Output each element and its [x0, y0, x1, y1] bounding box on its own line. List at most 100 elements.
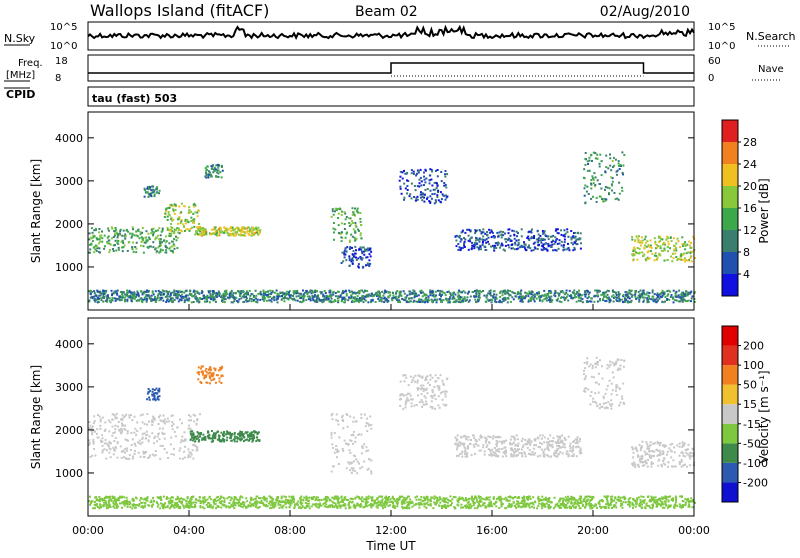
power-echo: [112, 300, 114, 302]
power-echo: [593, 295, 595, 297]
power-echo: [469, 238, 471, 240]
velocity-echo: [563, 444, 565, 446]
power-echo: [497, 244, 499, 246]
power-echo: [256, 230, 258, 232]
velocity-echo: [187, 456, 189, 458]
power-echo: [454, 294, 456, 296]
power-echo: [619, 193, 621, 195]
power-echo: [411, 297, 413, 299]
power-echo: [399, 176, 401, 178]
power-echo: [258, 233, 260, 235]
power-echo: [367, 263, 369, 265]
velocity-echo: [552, 446, 554, 448]
power-echo: [623, 154, 625, 156]
power-echo: [415, 189, 417, 191]
power-echo: [209, 301, 211, 303]
power-echo: [198, 223, 200, 225]
power-echo: [647, 300, 649, 302]
velocity-echo: [142, 437, 144, 439]
power-echo: [648, 250, 650, 252]
power-echo: [629, 297, 631, 299]
power-echo: [678, 290, 680, 292]
power-echo: [238, 291, 240, 293]
velocity-echo: [246, 439, 248, 441]
velocity-echo: [214, 434, 216, 436]
velocity-echo: [492, 438, 494, 440]
velocity-echo: [592, 365, 594, 367]
power-echo: [117, 290, 119, 292]
velocity-echo: [596, 357, 598, 359]
velocity-echo: [474, 507, 476, 509]
velocity-echo: [572, 441, 574, 443]
power-echo: [508, 232, 510, 234]
velocity-echo: [440, 392, 442, 394]
power-echo: [542, 230, 544, 232]
power-echo: [531, 298, 533, 300]
velocity-echo: [144, 451, 146, 453]
velocity-echo: [641, 445, 643, 447]
velocity-echo: [189, 451, 191, 453]
power-echo: [580, 248, 582, 250]
velocity-echo: [108, 419, 110, 421]
velocity-echo: [159, 458, 161, 460]
velocity-echo: [90, 456, 92, 458]
power-echo: [368, 259, 370, 261]
power-echo: [357, 299, 359, 301]
power-echo: [398, 301, 400, 303]
velocity-echo: [118, 429, 120, 431]
power-echo: [641, 242, 643, 244]
power-echo: [277, 301, 279, 303]
velocity-echo: [211, 430, 213, 432]
velocity-echo: [190, 439, 192, 441]
velocity-echo: [227, 433, 229, 435]
power-echo: [484, 233, 486, 235]
velocity-echo: [335, 445, 337, 447]
power-echo: [225, 298, 227, 300]
power-echo: [482, 235, 484, 237]
power-echo: [504, 250, 506, 252]
power-echo: [654, 255, 656, 257]
velocity-echo: [433, 386, 435, 388]
velocity-echo: [586, 357, 588, 359]
velocity-echo: [104, 443, 106, 445]
power-echo: [191, 295, 193, 297]
freq-unit: [MHz]: [6, 70, 35, 81]
power-echo: [618, 291, 620, 293]
velocity-echo: [234, 436, 236, 438]
power-echo: [589, 160, 591, 162]
velocity-echo: [664, 464, 666, 466]
power-echo: [505, 245, 507, 247]
power-echo: [624, 296, 626, 298]
velocity-echo: [651, 455, 653, 457]
power-echo: [96, 250, 98, 252]
velocity-echo: [361, 434, 363, 436]
velocity-echo: [92, 426, 94, 428]
power-echo: [349, 265, 351, 267]
power-echo: [295, 292, 297, 294]
power-echo: [555, 241, 557, 243]
power-echo: [216, 295, 218, 297]
power-echo: [170, 298, 172, 300]
power-echo: [468, 291, 470, 293]
power-echo: [158, 299, 160, 301]
power-echo: [201, 230, 203, 232]
power-echo: [587, 163, 589, 165]
power-echo: [352, 253, 354, 255]
power-echo: [169, 230, 171, 232]
power-echo: [682, 254, 684, 256]
power-echo: [607, 290, 609, 292]
power-echo: [236, 227, 238, 229]
cpid-value: tau (fast) 503: [92, 92, 177, 105]
velocity-echo: [521, 440, 523, 442]
power-echo: [183, 226, 185, 228]
power-echo: [649, 257, 651, 259]
velocity-echo: [575, 442, 577, 444]
power-echo: [445, 199, 447, 201]
power-echo: [612, 181, 614, 183]
velocity-echo: [555, 452, 557, 454]
velocity-echo: [121, 430, 123, 432]
power-echo: [646, 297, 648, 299]
power-echo: [391, 299, 393, 301]
power-echo: [436, 185, 438, 187]
power-echo: [421, 301, 423, 303]
